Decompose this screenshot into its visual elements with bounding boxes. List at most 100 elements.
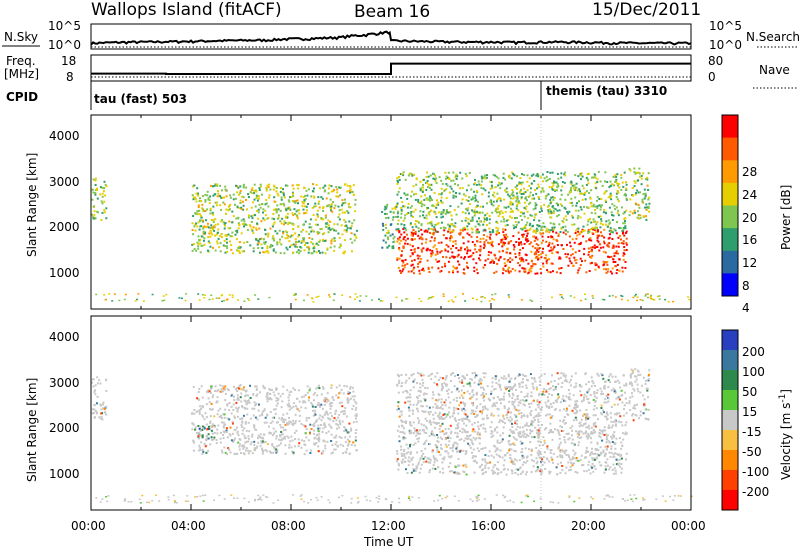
velocity-cell bbox=[327, 417, 329, 419]
power-cell bbox=[508, 270, 510, 272]
velocity-cell bbox=[619, 466, 621, 468]
velocity-cell bbox=[506, 452, 508, 454]
power-cell bbox=[220, 209, 222, 211]
velocity-cell bbox=[455, 448, 457, 450]
power-cell bbox=[557, 178, 559, 180]
power-cell bbox=[325, 226, 327, 228]
velocity-cell bbox=[477, 432, 479, 434]
power-cell bbox=[318, 203, 320, 205]
power-cell bbox=[648, 203, 650, 205]
power-cell bbox=[209, 299, 211, 301]
power-cell bbox=[286, 185, 288, 187]
power-cell bbox=[331, 203, 333, 205]
velocity-cell bbox=[561, 465, 563, 467]
power-cell bbox=[330, 240, 332, 242]
power-cell bbox=[493, 254, 495, 256]
velocity-cell bbox=[542, 393, 544, 395]
power-cell bbox=[203, 297, 205, 299]
velocity-cell bbox=[105, 414, 107, 416]
velocity-cell bbox=[427, 457, 429, 459]
power-cell bbox=[492, 229, 494, 231]
power-colorbar-swatch bbox=[722, 228, 738, 251]
power-cell bbox=[562, 298, 564, 300]
velocity-cell bbox=[405, 420, 407, 422]
velocity-cell bbox=[266, 414, 268, 416]
power-cell bbox=[556, 189, 558, 191]
power-cell bbox=[431, 223, 433, 225]
velocity-cell bbox=[625, 458, 627, 460]
power-cell bbox=[600, 198, 602, 200]
velocity-cell bbox=[568, 469, 570, 471]
power-cell bbox=[217, 193, 219, 195]
power-cell bbox=[283, 193, 285, 195]
velocity-cell bbox=[509, 444, 511, 446]
power-cell bbox=[419, 261, 421, 263]
power-cell bbox=[558, 223, 560, 225]
power-cell bbox=[550, 217, 552, 219]
power-cell bbox=[588, 239, 590, 241]
velocity-cell bbox=[333, 399, 335, 401]
power-cell bbox=[552, 189, 554, 191]
power-cell bbox=[304, 249, 306, 251]
power-cell bbox=[521, 193, 523, 195]
velocity-cell bbox=[530, 373, 532, 375]
power-cell bbox=[433, 232, 435, 234]
power-cell bbox=[235, 185, 237, 187]
velocity-cell bbox=[209, 401, 211, 403]
power-cell bbox=[297, 188, 299, 190]
power-cell bbox=[103, 209, 105, 211]
power-cell bbox=[221, 236, 223, 238]
power-cell bbox=[401, 260, 403, 262]
power-cell bbox=[201, 245, 203, 247]
velocity-cell bbox=[339, 422, 341, 424]
velocity-cell bbox=[540, 473, 542, 475]
velocity-cell bbox=[300, 406, 302, 408]
velocity-cell bbox=[401, 453, 403, 455]
velocity-cell bbox=[529, 406, 531, 408]
power-cell bbox=[195, 213, 197, 215]
power-cell bbox=[488, 251, 490, 253]
power-cell bbox=[421, 205, 423, 207]
power-cell bbox=[519, 270, 521, 272]
power-cell bbox=[489, 300, 491, 302]
power-cell bbox=[396, 177, 398, 179]
power-cell bbox=[440, 227, 442, 229]
velocity-cell bbox=[601, 391, 603, 393]
velocity-cell bbox=[503, 464, 505, 466]
power-cell bbox=[420, 258, 422, 260]
power-cell bbox=[404, 243, 406, 245]
power-cell bbox=[413, 267, 415, 269]
velocity-cell bbox=[572, 456, 574, 458]
power-cell bbox=[477, 240, 479, 242]
velocity-cell bbox=[344, 436, 346, 438]
power-cell bbox=[243, 218, 245, 220]
power-cell bbox=[462, 198, 464, 200]
power-cell bbox=[310, 195, 312, 197]
power-cell bbox=[515, 241, 517, 243]
velocity-cell bbox=[564, 416, 566, 418]
velocity-cell bbox=[511, 461, 513, 463]
velocity-cell bbox=[615, 425, 617, 427]
power-cell bbox=[435, 213, 437, 215]
velocity-cell bbox=[510, 457, 512, 459]
cpid-segment-1: tau (fast) 503 bbox=[94, 92, 187, 106]
velocity-cell bbox=[581, 419, 583, 421]
power-cell bbox=[600, 247, 602, 249]
power-cell bbox=[303, 237, 305, 239]
power-cell bbox=[404, 217, 406, 219]
power-cell bbox=[600, 181, 602, 183]
power-cell bbox=[400, 272, 402, 274]
velocity-cell bbox=[281, 434, 283, 436]
power-cell bbox=[510, 197, 512, 199]
power-cell bbox=[298, 184, 300, 186]
power-cell bbox=[344, 184, 346, 186]
power-cell bbox=[588, 192, 590, 194]
velocity-cell bbox=[612, 469, 614, 471]
power-cell bbox=[344, 202, 346, 204]
velocity-cell bbox=[621, 463, 623, 465]
power-cell bbox=[399, 179, 401, 181]
velocity-cell bbox=[527, 435, 529, 437]
velocity-cell bbox=[245, 394, 247, 396]
power-cell bbox=[347, 212, 349, 214]
power-cell bbox=[239, 192, 241, 194]
